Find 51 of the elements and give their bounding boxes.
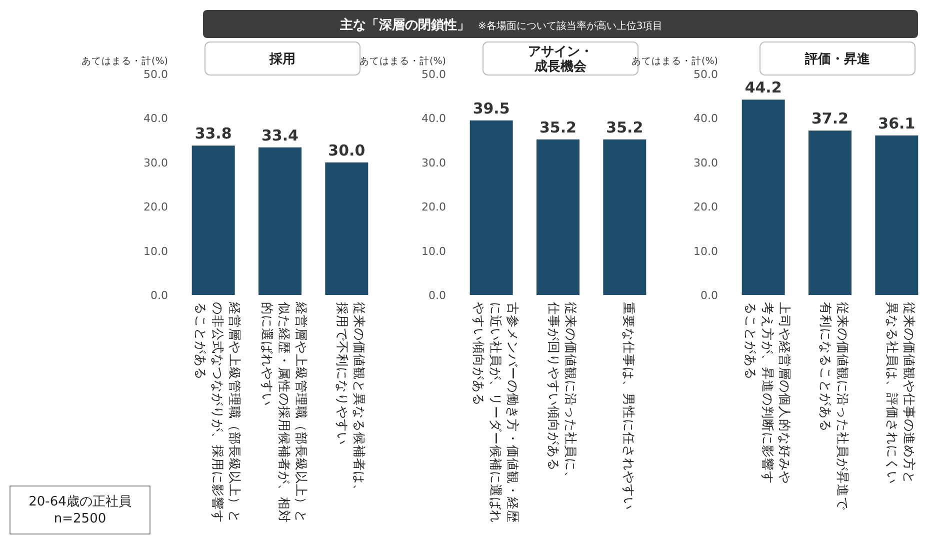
y-tick-label: 0.0 [150,289,168,302]
x-tick-label: 古参メンバーの働き方・価値観・経歴に近い社員が、リーダー候補に選ばれやすい傾向がある [471,302,520,523]
y-axis-title: あてはまる・計(%) [360,55,446,67]
text: ※各場面について該当率が高い上位3項目 [478,20,663,32]
bar [258,147,302,295]
bar [808,130,852,295]
data-label: 33.8 [194,124,232,143]
x-tick-label: 従来の価値観に沿った社員に、仕事が回りやすい傾向がある [546,301,578,484]
text: 20-64歳の正社員 n=2500 [28,494,132,526]
y-tick-label: 40.0 [694,112,718,126]
x-tick-label: 経営層や上級管理職（部長級以上）と似た経歴・属性の採用候補者が、相対的に選ばれやすい [260,301,309,523]
data-label: 35.2 [606,118,644,136]
y-tick-label: 10.0 [422,244,446,258]
x-tick-label: 従来の価値観や仕事の進め方と異なる社員は、評価されにくい [885,302,918,484]
y-tick-label: 40.0 [422,112,446,126]
y-tick-label: 10.0 [694,244,718,258]
bar [325,162,368,295]
y-axis-title: あてはまる・計(%) [632,55,718,67]
y-tick-label: 20.0 [422,200,446,214]
y-tick-label: 40.0 [144,112,168,126]
chart-title: 評価・昇進 [804,51,871,67]
data-label: 37.2 [811,110,849,128]
bar [742,100,785,295]
y-tick-label: 20.0 [694,200,718,214]
chart-title: アサイン・成長機会 [528,44,593,74]
bar [192,146,235,295]
data-label: 36.1 [878,114,916,132]
y-tick-label: 30.0 [694,156,718,170]
y-tick-label: 0.0 [428,289,446,302]
x-tick-label: 経営層や上級管理職（部長級以上）との非公式なつながりが、採用に影響することがある [193,301,242,523]
y-tick-label: 30.0 [144,156,168,170]
data-label: 35.2 [539,118,577,136]
x-tick-label: 上司や経営層の個人的な好みや考え方が、昇進の判断に影響することがある [743,302,792,484]
y-tick-label: 30.0 [422,156,446,170]
y-tick-label: 50.0 [694,68,718,81]
y-tick-label: 50.0 [422,68,446,81]
data-label: 39.5 [472,99,510,118]
data-label: 30.0 [328,141,366,160]
x-tick-label: 従来の価値観と異なる候補者は、採用で不利になりやすい [335,302,368,497]
chart-title: 採用 [268,52,296,67]
text: 主な「深層の閉鎖性」 [339,17,470,33]
y-tick-label: 50.0 [144,68,168,81]
y-tick-label: 10.0 [144,244,168,258]
x-tick-label: 従来の価値観に沿った社員が昇進で有利になることがある [818,302,850,511]
x-tick-label: 重要な仕事は、男性に任されやすい [622,302,637,510]
y-tick-label: 0.0 [700,289,718,302]
data-label: 33.4 [261,126,299,144]
y-axis-title: あてはまる・計(%) [82,55,168,67]
y-tick-label: 20.0 [144,200,168,214]
data-label: 44.2 [744,78,782,97]
bar [875,135,918,295]
